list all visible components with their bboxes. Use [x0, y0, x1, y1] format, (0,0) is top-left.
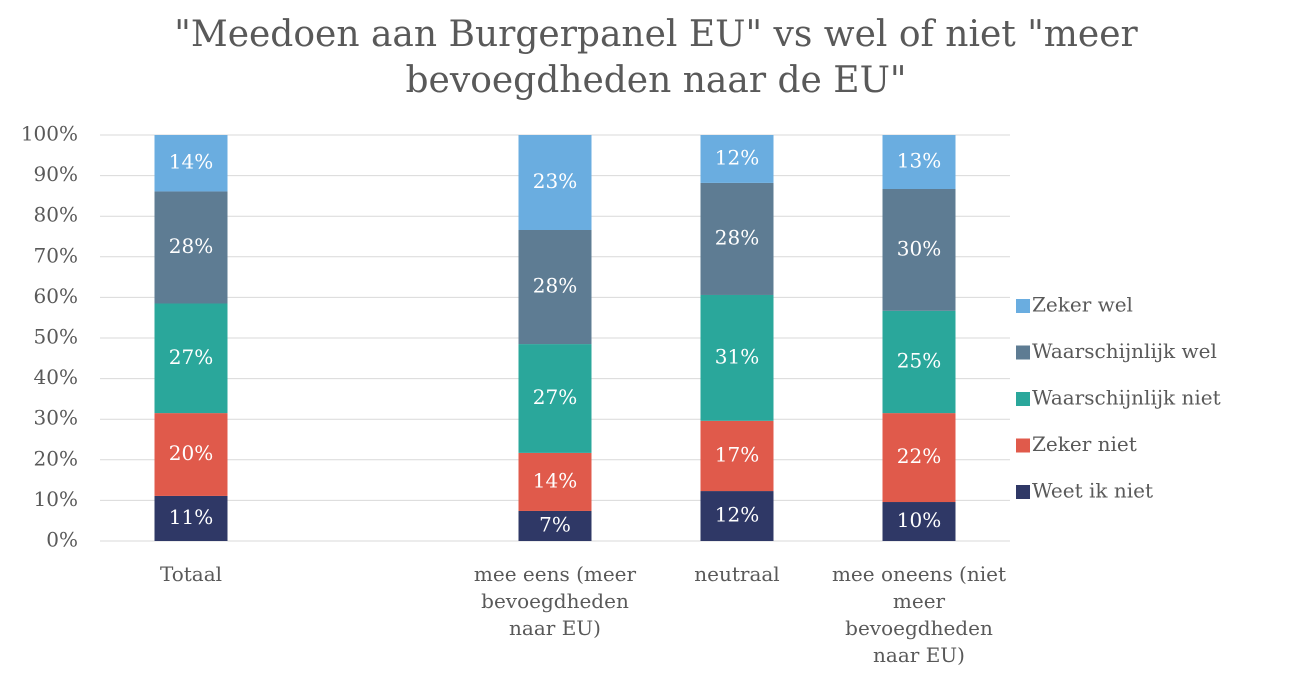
bar-segment [154, 135, 228, 192]
legend-swatch [1016, 438, 1030, 453]
legend-label: Zeker niet [1032, 432, 1137, 456]
y-tick-label: 50% [34, 325, 78, 349]
bar-segment [700, 491, 774, 541]
legend-label: Weet ik niet [1032, 479, 1153, 503]
legend-label: Waarschijnlijk wel [1032, 339, 1217, 363]
x-tick-label: neutraal [694, 562, 779, 586]
bar-segment [154, 303, 228, 414]
data-label: 28% [533, 274, 577, 298]
x-tick-label: mee eens (meer bevoegdheden naar EU) [474, 562, 637, 640]
data-label: 25% [897, 348, 941, 372]
data-label: 13% [897, 148, 941, 172]
data-label: 10% [897, 508, 941, 532]
bar-segment [518, 344, 592, 453]
data-label: 14% [533, 468, 577, 492]
y-tick-label: 30% [34, 406, 78, 430]
y-tick-label: 40% [34, 365, 78, 389]
data-label: 28% [715, 225, 759, 249]
bar-segment [882, 310, 956, 414]
legend-swatch [1016, 485, 1030, 499]
data-label: 23% [533, 169, 577, 193]
data-label: 12% [715, 145, 759, 169]
data-label: 17% [715, 442, 759, 466]
legend-swatch [1016, 299, 1030, 313]
bar-segment [154, 413, 228, 496]
data-label: 12% [715, 503, 759, 527]
data-label: 22% [897, 444, 941, 468]
chart-title: "Meedoen aan Burgerpanel EU" vs wel of n… [174, 14, 1138, 101]
bar-segment [518, 452, 592, 511]
bar-segment [882, 135, 956, 189]
bar-segment [700, 135, 774, 183]
x-tick-label: Totaal [160, 562, 222, 586]
legend-label: Waarschijnlijk niet [1032, 386, 1221, 410]
bar-segment [700, 420, 774, 492]
data-label: 7% [539, 512, 571, 536]
data-label: 27% [169, 345, 213, 369]
data-label: 14% [169, 150, 213, 174]
y-tick-label: 90% [34, 162, 78, 186]
legend-swatch [1016, 392, 1030, 406]
data-label: 20% [169, 441, 213, 465]
y-tick-label: 70% [34, 243, 78, 267]
y-tick-label: 80% [34, 203, 78, 227]
bar-segment [700, 182, 774, 295]
data-label: 11% [169, 505, 213, 529]
y-tick-label: 0% [46, 528, 78, 552]
legend-swatch [1016, 345, 1030, 360]
data-label: 30% [897, 236, 941, 260]
bar-segment [700, 294, 774, 421]
data-label: 31% [715, 344, 759, 368]
data-label: 28% [169, 234, 213, 258]
bar-segment [882, 188, 956, 311]
x-tick-label: mee oneens (niet meer bevoegdheden naar EU) [832, 562, 1006, 667]
bar-segment [518, 135, 592, 231]
bar-segment [882, 413, 956, 503]
bar-segment [154, 495, 228, 541]
legend-label: Zeker wel [1032, 293, 1133, 317]
y-tick-label: 10% [34, 487, 78, 511]
bar-segment [154, 191, 228, 304]
y-tick-label: 20% [34, 446, 78, 470]
y-tick-label: 100% [21, 122, 78, 146]
bar-segment [518, 510, 592, 541]
y-tick-label: 60% [34, 284, 78, 308]
data-label: 27% [533, 385, 577, 409]
bar-segment [518, 230, 592, 345]
bar-segment [882, 502, 956, 541]
